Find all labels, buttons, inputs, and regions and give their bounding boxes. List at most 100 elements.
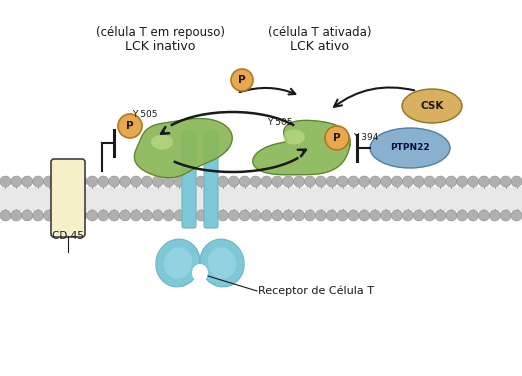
Text: P: P	[238, 75, 246, 85]
Circle shape	[163, 210, 174, 221]
Circle shape	[424, 210, 435, 221]
Ellipse shape	[156, 239, 200, 287]
Circle shape	[500, 210, 511, 221]
Circle shape	[392, 210, 402, 221]
Text: P: P	[126, 121, 134, 131]
Polygon shape	[253, 120, 350, 175]
Circle shape	[424, 176, 435, 187]
Circle shape	[22, 210, 33, 221]
Text: PTPN22: PTPN22	[390, 144, 430, 153]
Circle shape	[130, 176, 141, 187]
Circle shape	[402, 176, 413, 187]
Text: (célula T em repouso): (célula T em repouso)	[96, 26, 224, 39]
Circle shape	[250, 210, 261, 221]
Circle shape	[32, 176, 43, 187]
Circle shape	[370, 210, 381, 221]
Circle shape	[43, 210, 54, 221]
Circle shape	[511, 210, 522, 221]
Circle shape	[207, 210, 218, 221]
Circle shape	[326, 210, 337, 221]
Text: Y 505: Y 505	[132, 110, 158, 119]
Circle shape	[109, 210, 120, 221]
Ellipse shape	[200, 239, 244, 287]
Text: CSK: CSK	[420, 101, 444, 111]
Circle shape	[43, 176, 54, 187]
Circle shape	[218, 176, 229, 187]
Circle shape	[76, 210, 87, 221]
Circle shape	[196, 210, 207, 221]
Circle shape	[511, 176, 522, 187]
Circle shape	[32, 210, 43, 221]
Circle shape	[272, 210, 283, 221]
Circle shape	[315, 210, 326, 221]
Ellipse shape	[283, 129, 305, 144]
Circle shape	[207, 176, 218, 187]
Circle shape	[228, 210, 239, 221]
Circle shape	[446, 210, 457, 221]
Circle shape	[98, 210, 109, 221]
Circle shape	[239, 210, 250, 221]
Circle shape	[381, 210, 392, 221]
Circle shape	[479, 176, 490, 187]
Circle shape	[479, 210, 490, 221]
Circle shape	[152, 210, 163, 221]
Circle shape	[283, 176, 294, 187]
Text: P: P	[333, 133, 341, 143]
Circle shape	[0, 210, 11, 221]
Circle shape	[65, 210, 76, 221]
Circle shape	[65, 176, 76, 187]
Circle shape	[141, 210, 152, 221]
Circle shape	[239, 176, 250, 187]
Circle shape	[500, 176, 511, 187]
Circle shape	[392, 176, 402, 187]
Circle shape	[315, 176, 326, 187]
Circle shape	[489, 210, 500, 221]
Circle shape	[54, 176, 65, 187]
Circle shape	[348, 176, 359, 187]
Circle shape	[152, 176, 163, 187]
Circle shape	[293, 210, 304, 221]
Circle shape	[446, 176, 457, 187]
Circle shape	[402, 210, 413, 221]
Circle shape	[185, 176, 196, 187]
Circle shape	[87, 210, 98, 221]
Circle shape	[54, 210, 65, 221]
FancyBboxPatch shape	[204, 131, 218, 228]
Circle shape	[0, 176, 11, 187]
Circle shape	[120, 176, 130, 187]
Circle shape	[11, 210, 22, 221]
Bar	[0, 187, 522, 210]
Circle shape	[174, 210, 185, 221]
Circle shape	[325, 126, 349, 150]
Circle shape	[109, 176, 120, 187]
FancyBboxPatch shape	[182, 131, 196, 228]
Text: LCK ativo: LCK ativo	[291, 40, 350, 53]
Circle shape	[381, 176, 392, 187]
Circle shape	[304, 176, 315, 187]
Circle shape	[261, 176, 272, 187]
Circle shape	[293, 176, 304, 187]
Circle shape	[283, 210, 294, 221]
Text: LCK inativo: LCK inativo	[125, 40, 195, 53]
Ellipse shape	[402, 89, 462, 123]
Circle shape	[435, 210, 446, 221]
Circle shape	[120, 210, 130, 221]
Circle shape	[272, 176, 283, 187]
Circle shape	[413, 176, 424, 187]
Circle shape	[359, 210, 370, 221]
Text: Y 505: Y 505	[267, 118, 292, 127]
Circle shape	[22, 176, 33, 187]
FancyBboxPatch shape	[51, 159, 85, 237]
Circle shape	[337, 210, 348, 221]
Ellipse shape	[151, 135, 173, 150]
Circle shape	[413, 210, 424, 221]
Circle shape	[326, 176, 337, 187]
Circle shape	[468, 210, 479, 221]
Circle shape	[76, 176, 87, 187]
Circle shape	[196, 176, 207, 187]
Circle shape	[185, 210, 196, 221]
Circle shape	[250, 176, 261, 187]
Circle shape	[141, 176, 152, 187]
Circle shape	[118, 114, 142, 138]
Text: Receptor de Célula T: Receptor de Célula T	[258, 286, 374, 296]
